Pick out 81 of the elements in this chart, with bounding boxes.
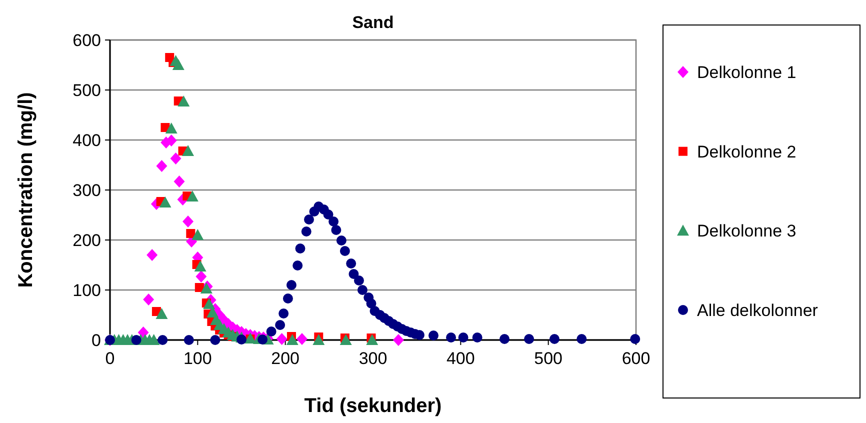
point	[446, 332, 456, 342]
point	[286, 280, 296, 290]
x-axis-title: Tid (sekunder)	[304, 395, 442, 417]
point	[392, 334, 404, 346]
point	[210, 335, 220, 345]
point	[172, 59, 184, 70]
point	[192, 229, 204, 240]
point	[182, 216, 194, 228]
point	[184, 335, 194, 345]
point	[500, 334, 510, 344]
point	[328, 216, 339, 226]
point	[630, 334, 640, 344]
y-tick-label: 200	[72, 230, 101, 250]
point	[146, 249, 158, 261]
point	[236, 334, 246, 344]
point	[131, 335, 142, 345]
point	[186, 229, 196, 238]
x-tick-label: 600	[622, 349, 650, 368]
point	[301, 226, 312, 236]
y-tick-label: 500	[72, 80, 101, 100]
point	[354, 276, 364, 286]
y-tick-label: 400	[72, 130, 101, 150]
point	[348, 269, 359, 279]
point	[472, 332, 482, 342]
point	[357, 285, 368, 295]
point	[278, 308, 289, 318]
point	[194, 260, 206, 272]
point	[156, 308, 168, 319]
legend-label: Delkolonne 1	[697, 62, 796, 82]
point	[366, 334, 378, 345]
point	[458, 332, 468, 342]
point	[331, 225, 342, 235]
point	[194, 283, 204, 292]
point	[174, 176, 185, 188]
point	[296, 333, 308, 345]
point	[266, 326, 276, 336]
y-tick-label: 0	[92, 330, 101, 350]
point	[203, 298, 216, 309]
point	[170, 152, 182, 164]
legend-label: Alle delkolonner	[697, 300, 818, 320]
point	[340, 334, 352, 345]
point	[576, 334, 587, 344]
x-tick-label: 0	[105, 349, 115, 368]
point	[186, 190, 198, 202]
point	[312, 334, 325, 345]
point	[158, 335, 168, 345]
x-tick-label: 300	[358, 349, 388, 368]
x-tick-label: 200	[271, 349, 300, 368]
y-axis-title: Koncentration (mg/l)	[15, 92, 37, 288]
point	[275, 320, 286, 330]
point	[428, 330, 438, 340]
point	[165, 122, 178, 134]
point	[524, 334, 534, 344]
y-tick-label: 600	[72, 30, 101, 50]
x-tick-label: 100	[183, 349, 212, 368]
point	[340, 246, 350, 256]
point	[346, 258, 356, 268]
point	[258, 334, 268, 344]
point	[143, 294, 154, 306]
point	[549, 334, 560, 344]
point	[178, 96, 190, 106]
point	[292, 260, 303, 270]
point	[286, 334, 298, 345]
point	[156, 160, 168, 172]
legend-label: Delkolonne 3	[697, 222, 796, 241]
point	[276, 333, 288, 345]
point	[323, 210, 334, 220]
chart-title: Sand	[352, 13, 394, 32]
legend-label: Delkolonne 2	[697, 142, 796, 162]
point	[295, 244, 306, 254]
x-tick-label: 400	[446, 349, 475, 368]
point	[282, 294, 293, 304]
point	[159, 196, 172, 208]
point	[336, 236, 346, 246]
point	[196, 270, 207, 282]
x-tick-label: 500	[534, 349, 563, 368]
y-tick-label: 100	[72, 280, 101, 300]
y-tick-label: 300	[72, 180, 101, 200]
point	[366, 298, 376, 308]
point	[304, 214, 314, 224]
point	[182, 145, 194, 156]
